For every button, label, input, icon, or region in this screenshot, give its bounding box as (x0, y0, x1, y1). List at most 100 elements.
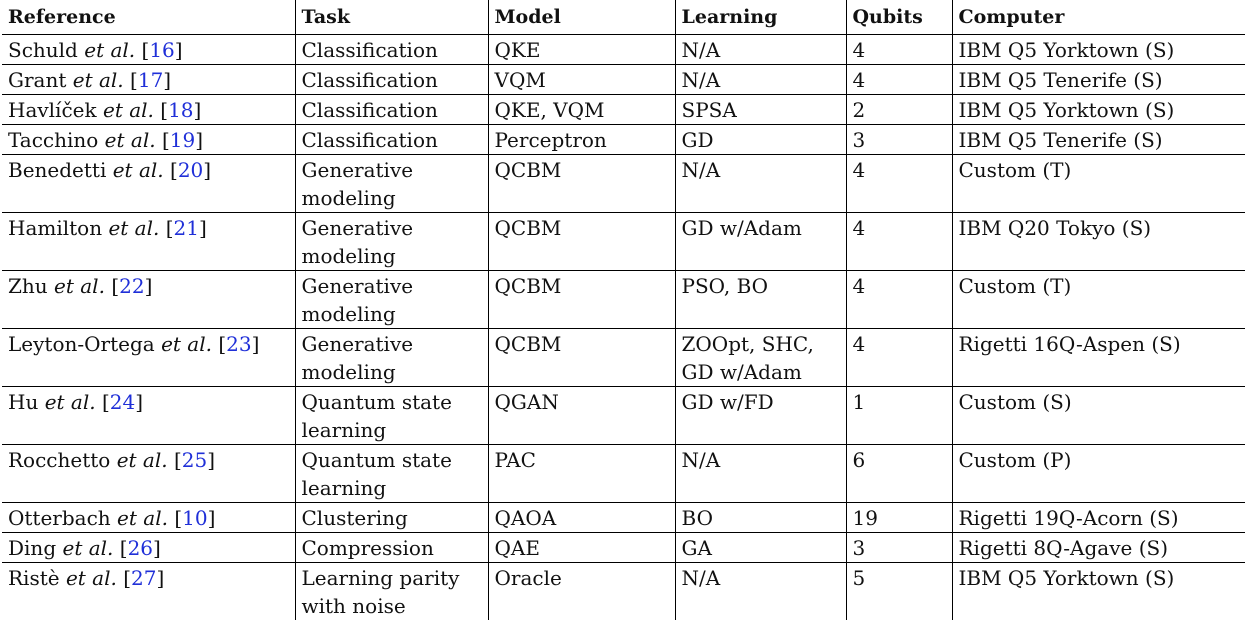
cell-computer: IBM Q5 Yorktown (S) (952, 95, 1245, 125)
et-al: et al. (108, 216, 159, 240)
cell-task: Compression (295, 533, 488, 563)
cell-reference: Schuld et al. [16] (2, 35, 295, 65)
cell-model: VQM (488, 65, 675, 95)
citation-link[interactable]: 25 (182, 448, 207, 472)
cell-computer: Custom (T) (952, 271, 1245, 329)
citation-link[interactable]: 16 (149, 38, 174, 62)
cell-task: Generative modeling (295, 271, 488, 329)
citation-link[interactable]: 26 (128, 536, 153, 560)
citation-link[interactable]: 20 (178, 158, 203, 182)
author-name: Rocchetto (8, 448, 110, 472)
cell-computer: Rigetti 19Q-Acorn (S) (952, 503, 1245, 533)
citation-link[interactable]: 17 (138, 68, 163, 92)
cell-task: Classification (295, 95, 488, 125)
citation-link[interactable]: 24 (110, 390, 135, 414)
cell-model: QCBM (488, 271, 675, 329)
cell-computer: Rigetti 8Q-Agave (S) (952, 533, 1245, 563)
et-al: et al. (73, 68, 124, 92)
table-row: Ristè et al. [27]Learning parity with no… (2, 563, 1245, 620)
header-reference: Reference (2, 0, 295, 35)
cell-model: QGAN (488, 387, 675, 445)
cell-task: Quantum state learning (295, 387, 488, 445)
cell-computer: IBM Q5 Tenerife (S) (952, 125, 1245, 155)
table-header: Reference Task Model Learning Qubits Com… (2, 0, 1245, 35)
author-name: Ristè (8, 566, 60, 590)
cell-model: QKE (488, 35, 675, 65)
cell-qubits: 2 (846, 95, 952, 125)
cell-reference: Ding et al. [26] (2, 533, 295, 563)
citation-link[interactable]: 19 (170, 128, 195, 152)
cell-learning: GA (675, 533, 846, 563)
author-name: Otterbach (8, 506, 111, 530)
citation-link[interactable]: 10 (182, 506, 207, 530)
cell-qubits: 4 (846, 213, 952, 271)
author-name: Hu (8, 390, 38, 414)
cell-task: Generative modeling (295, 329, 488, 387)
cell-model: QAE (488, 533, 675, 563)
cell-model: Oracle (488, 563, 675, 620)
cell-computer: IBM Q5 Yorktown (S) (952, 563, 1245, 620)
citation-link[interactable]: 21 (174, 216, 199, 240)
cell-model: PAC (488, 445, 675, 503)
et-al: et al. (117, 506, 168, 530)
et-al: et al. (45, 390, 96, 414)
et-al: et al. (113, 158, 164, 182)
header-learning: Learning (675, 0, 846, 35)
et-al: et al. (105, 128, 156, 152)
cell-qubits: 4 (846, 35, 952, 65)
cell-task: Generative modeling (295, 213, 488, 271)
cell-computer: IBM Q5 Tenerife (S) (952, 65, 1245, 95)
citation-link[interactable]: 27 (131, 566, 156, 590)
cell-learning: N/A (675, 35, 846, 65)
cell-qubits: 4 (846, 155, 952, 213)
cell-computer: IBM Q5 Yorktown (S) (952, 35, 1245, 65)
cell-reference: Zhu et al. [22] (2, 271, 295, 329)
cell-qubits: 4 (846, 329, 952, 387)
cell-learning: N/A (675, 563, 846, 620)
et-al: et al. (117, 448, 168, 472)
cell-task: Clustering (295, 503, 488, 533)
citation-link[interactable]: 23 (226, 332, 251, 356)
cell-task: Learning parity with noise (295, 563, 488, 620)
cell-task: Generative modeling (295, 155, 488, 213)
et-al: et al. (62, 536, 113, 560)
et-al: et al. (54, 274, 105, 298)
header-row: Reference Task Model Learning Qubits Com… (2, 0, 1245, 35)
cell-reference: Tacchino et al. [19] (2, 125, 295, 155)
cell-qubits: 3 (846, 533, 952, 563)
cell-task: Classification (295, 125, 488, 155)
cell-model: QCBM (488, 213, 675, 271)
cell-task: Quantum state learning (295, 445, 488, 503)
cell-qubits: 4 (846, 271, 952, 329)
author-name: Zhu (8, 274, 48, 298)
cell-qubits: 6 (846, 445, 952, 503)
author-name: Havlíček (8, 98, 97, 122)
cell-task: Classification (295, 65, 488, 95)
cell-learning: GD (675, 125, 846, 155)
et-al: et al. (103, 98, 154, 122)
table-row: Rocchetto et al. [25]Quantum state learn… (2, 445, 1245, 503)
cell-reference: Ristè et al. [27] (2, 563, 295, 620)
cell-reference: Benedetti et al. [20] (2, 155, 295, 213)
cell-learning: SPSA (675, 95, 846, 125)
citation-link[interactable]: 22 (119, 274, 144, 298)
et-al: et al. (84, 38, 135, 62)
cell-computer: Custom (T) (952, 155, 1245, 213)
citation-link[interactable]: 18 (168, 98, 193, 122)
cell-reference: Otterbach et al. [10] (2, 503, 295, 533)
cell-model: QKE, VQM (488, 95, 675, 125)
cell-reference: Havlíček et al. [18] (2, 95, 295, 125)
cell-learning: N/A (675, 445, 846, 503)
cell-computer: IBM Q20 Tokyo (S) (952, 213, 1245, 271)
table-row: Leyton-Ortega et al. [23]Generative mode… (2, 329, 1245, 387)
table-row: Benedetti et al. [20]Generative modeling… (2, 155, 1245, 213)
